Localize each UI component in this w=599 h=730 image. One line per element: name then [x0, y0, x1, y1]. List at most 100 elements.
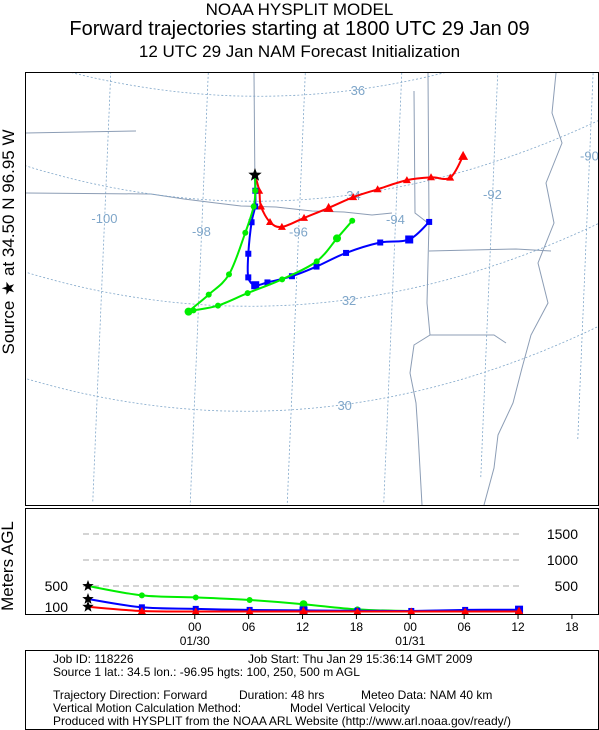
height-start-star	[82, 600, 94, 612]
longitude-label: -100	[91, 211, 117, 226]
trajectory-direction: Trajectory Direction: Forward	[53, 688, 208, 702]
trajectory-marker	[252, 187, 259, 194]
longitude-line	[480, 73, 499, 478]
trajectory-marker	[256, 202, 265, 210]
longitude-label: -90	[580, 149, 598, 164]
latitude-line	[26, 223, 598, 307]
trajectory-marker	[349, 193, 358, 201]
source-star	[248, 168, 262, 181]
latitude-label: 36	[351, 83, 365, 98]
longitude-label: -92	[483, 187, 502, 202]
map-trajectories	[184, 150, 469, 316]
state-border-east	[409, 73, 431, 505]
height-tick-right: 1500	[547, 526, 578, 542]
mississippi-river	[483, 73, 563, 505]
trajectory-marker	[373, 185, 382, 193]
height-panel: 1500 1000 500 500 100	[25, 508, 599, 615]
time-tick-label: 18	[350, 620, 364, 634]
job-id: Job ID: 118226	[53, 652, 134, 666]
trajectory-marker	[300, 213, 309, 221]
longitude-label: -94	[386, 212, 405, 227]
trajectory-marker	[377, 239, 384, 246]
latitude-label: 32	[342, 293, 356, 308]
height-marker	[299, 606, 308, 614]
trajectory-marker	[242, 229, 249, 236]
trajectory-marker	[250, 203, 257, 210]
height-marker	[407, 607, 416, 614]
time-tick-label: 18	[565, 620, 579, 634]
trajectory-marker	[349, 217, 356, 224]
latitude-label: 30	[337, 398, 351, 413]
trajectory-marker	[427, 173, 436, 181]
trajectory-marker	[343, 249, 350, 256]
trajectory-marker	[402, 176, 411, 184]
trajectory-marker	[313, 258, 320, 265]
longitude-line	[577, 73, 594, 439]
title-line-1: NOAA HYSPLIT MODEL	[205, 0, 394, 19]
longitude-label: -96	[289, 225, 308, 240]
title-line-3: 12 UTC 29 Jan NAM Forecast Initializatio…	[138, 42, 461, 61]
trajectory-marker	[225, 271, 232, 278]
height-marker	[138, 592, 145, 599]
height-marker	[461, 607, 469, 614]
source-info: Source 1 lat.: 34.5 lon.: -96.95 hgts: 1…	[53, 665, 360, 679]
height-marker	[514, 606, 524, 614]
trajectory-marker	[333, 234, 342, 243]
duration: Duration: 48 hrs	[239, 688, 325, 702]
trajectory-marker	[446, 173, 455, 181]
height-tick-left: 100	[45, 599, 69, 614]
time-tick-label: 12	[511, 620, 525, 634]
trajectory-marker	[205, 291, 212, 298]
height-axis-label: Meters AGL	[0, 521, 17, 611]
footer-info: Job ID: 118226 Job Start: Thu Jan 29 15:…	[25, 650, 599, 730]
longitude-line	[189, 73, 209, 505]
height-tick-right: 500	[555, 578, 579, 594]
longitude-line	[92, 73, 112, 502]
state-border-west	[26, 130, 137, 134]
map-canvas: 36343230-100-98-96-94-92-90	[26, 73, 598, 505]
trajectory-marker	[426, 218, 433, 225]
height-start-star	[82, 580, 94, 591]
trajectory-map: 36343230-100-98-96-94-92-90	[25, 72, 599, 506]
produced-with: Produced with HYSPLIT from the NOAA ARL …	[53, 714, 511, 728]
longitude-line	[286, 73, 306, 505]
height-canvas: 1500 1000 500 500 100	[45, 526, 579, 614]
time-tick-label: 00	[188, 620, 202, 634]
trajectory-marker	[265, 218, 274, 226]
title-line-2: Forward trajectories starting at 1800 UT…	[69, 18, 530, 40]
height-marker	[192, 594, 199, 601]
trajectory-marker	[190, 307, 197, 314]
map-graticule: 36343230-100-98-96-94-92-90	[26, 73, 598, 505]
trajectory-marker	[458, 150, 469, 160]
height-marker	[353, 607, 362, 614]
trajectory-marker	[405, 235, 414, 244]
date-label: 01/31	[395, 634, 425, 648]
vertical-motion-label: Vertical Motion Calculation Method:	[53, 701, 242, 715]
time-tick-label: 06	[242, 620, 256, 634]
longitude-line	[383, 73, 403, 503]
trajectory-marker	[184, 307, 193, 316]
time-tick-label: 12	[296, 620, 310, 634]
trajectory-marker	[251, 281, 260, 290]
vertical-motion-value: Model Vertical Velocity	[290, 701, 411, 715]
height-marker	[137, 606, 146, 614]
time-axis: 00 06 12 18 00 06 12 18 01/30 01/31	[180, 614, 579, 648]
trajectory-marker	[248, 219, 255, 226]
meteo-data: Meteo Data: NAM 40 km	[361, 688, 493, 702]
trajectory-marker	[245, 274, 252, 281]
height-tick-left: 500	[45, 578, 69, 594]
trajectory-line	[186, 174, 353, 314]
height-marker	[192, 607, 200, 614]
trajectory-marker	[288, 273, 295, 280]
height-marker	[245, 607, 254, 614]
source-location-label: Source ★ at 34.50 N 96.95 W	[0, 129, 18, 355]
state-border-ok-ar	[413, 90, 429, 224]
latitude-line	[71, 73, 445, 97]
trajectory-marker	[214, 302, 221, 309]
trajectory-marker	[313, 263, 320, 270]
latitude-line	[26, 120, 598, 202]
height-marker	[299, 600, 308, 609]
state-border-ar-la	[428, 248, 552, 252]
height-marker	[246, 597, 253, 604]
map-basemap	[26, 73, 563, 505]
